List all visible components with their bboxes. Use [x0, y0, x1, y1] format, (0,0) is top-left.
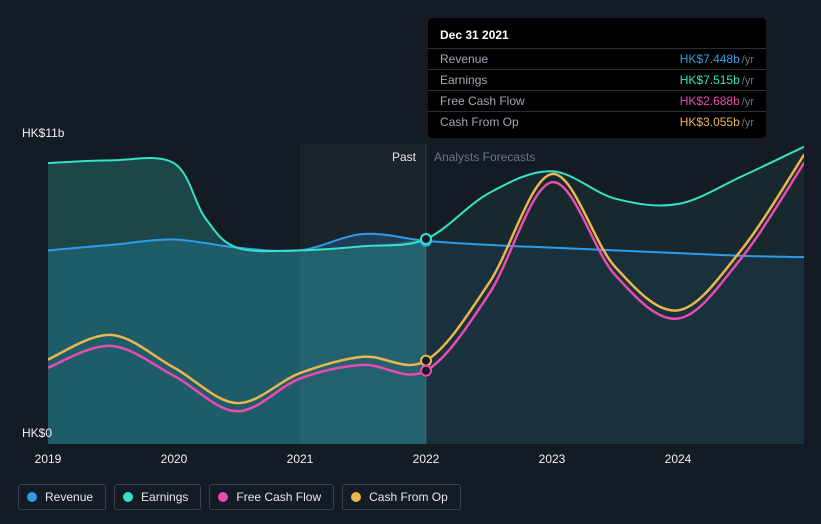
legend-swatch — [351, 492, 361, 502]
legend-swatch — [218, 492, 228, 502]
tooltip-row-unit: /yr — [742, 96, 754, 108]
tooltip-row-label: Revenue — [440, 52, 488, 66]
section-label-forecast: Analysts Forecasts — [434, 150, 535, 164]
legend-swatch — [123, 492, 133, 502]
tooltip-title: Dec 31 2021 — [428, 24, 766, 48]
tooltip: Dec 31 2021 Revenue HK$7.448b/yr Earnings H… — [428, 18, 766, 138]
legend-item[interactable]: Revenue — [18, 484, 106, 510]
xaxis-tick: 2022 — [413, 452, 440, 466]
xaxis-tick: 2019 — [35, 452, 62, 466]
tooltip-row-label: Earnings — [440, 73, 487, 87]
legend-label: Revenue — [45, 490, 93, 504]
tooltip-row-value: HK$3.055b — [680, 115, 740, 129]
xaxis-tick: 2021 — [287, 452, 314, 466]
tooltip-row: Free Cash Flow HK$2.688b/yr — [428, 90, 766, 111]
legend-swatch — [27, 492, 37, 502]
tooltip-row-value-wrap: HK$7.515b/yr — [680, 73, 754, 87]
tooltip-row-unit: /yr — [742, 75, 754, 87]
tooltip-row-unit: /yr — [742, 54, 754, 66]
tooltip-row-unit: /yr — [742, 117, 754, 129]
tooltip-row: Earnings HK$7.515b/yr — [428, 69, 766, 90]
tooltip-row-value: HK$7.448b — [680, 52, 740, 66]
chart-area[interactable] — [48, 144, 804, 444]
tooltip-row: Revenue HK$7.448b/yr — [428, 48, 766, 69]
legend-label: Free Cash Flow — [236, 490, 321, 504]
tooltip-row-value-wrap: HK$2.688b/yr — [680, 94, 754, 108]
tooltip-row-value: HK$2.688b — [680, 94, 740, 108]
tooltip-row-value: HK$7.515b — [680, 73, 740, 87]
legend-item[interactable]: Earnings — [114, 484, 201, 510]
tooltip-row-value-wrap: HK$7.448b/yr — [680, 52, 754, 66]
legend: Revenue Earnings Free Cash Flow Cash From O… — [18, 484, 461, 510]
legend-item[interactable]: Free Cash Flow — [209, 484, 334, 510]
legend-label: Earnings — [141, 490, 188, 504]
section-label-past: Past — [392, 150, 416, 164]
yaxis-label-bottom: HK$0 — [22, 426, 52, 440]
tooltip-row-label: Free Cash Flow — [440, 94, 525, 108]
tooltip-row-label: Cash From Op — [440, 115, 519, 129]
xaxis-tick: 2020 — [161, 452, 188, 466]
xaxis-tick: 2024 — [665, 452, 692, 466]
yaxis-label-top: HK$11b — [22, 126, 64, 140]
legend-item[interactable]: Cash From Op — [342, 484, 461, 510]
tooltip-row: Cash From Op HK$3.055b/yr — [428, 111, 766, 132]
legend-label: Cash From Op — [369, 490, 448, 504]
xaxis-tick: 2023 — [539, 452, 566, 466]
tooltip-row-value-wrap: HK$3.055b/yr — [680, 115, 754, 129]
chart-svg — [48, 144, 804, 444]
